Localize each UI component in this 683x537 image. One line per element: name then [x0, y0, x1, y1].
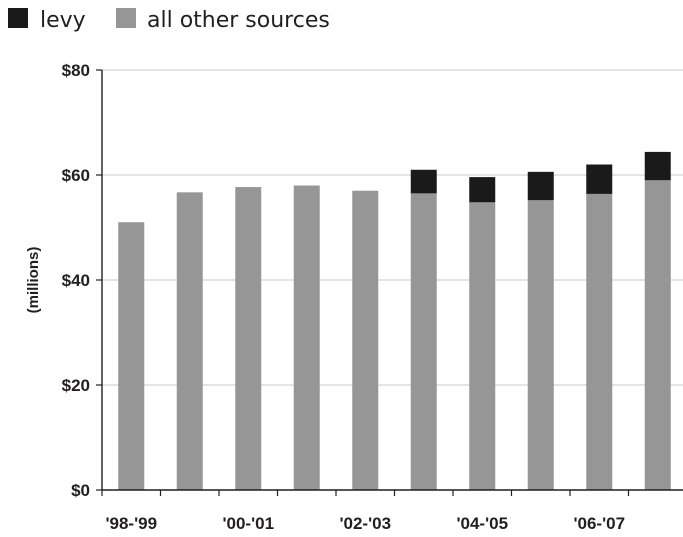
bar-all-other-sources — [118, 222, 145, 490]
x-ticks: '98-'99 '00-'01 '02-'03 '04-'05 '06-'07 — [101, 490, 630, 533]
legend-label-levy: levy — [40, 8, 86, 33]
y-ticks: $0 $20 $40 $60 $80 — [62, 61, 102, 500]
bar-all-other-sources — [586, 193, 613, 490]
bar-all-other-sources — [352, 190, 379, 490]
x-tick-label: '02-'03 — [339, 514, 391, 533]
legend-swatch-all-other-sources — [116, 8, 136, 28]
bar-all-other-sources — [527, 200, 554, 490]
y-tick-label: $60 — [62, 166, 90, 185]
bar-levy — [586, 164, 613, 194]
bar-all-other-sources — [644, 180, 671, 490]
x-tick-label: '04-'05 — [456, 514, 508, 533]
bars — [118, 151, 671, 491]
y-tick-label: $20 — [62, 376, 90, 395]
y-axis-label: (millions) — [25, 247, 42, 314]
bar-all-other-sources — [176, 192, 203, 490]
bar-all-other-sources — [410, 193, 437, 490]
y-tick-label: $80 — [62, 61, 90, 80]
x-tick-label: '06-'07 — [573, 514, 625, 533]
legend-swatch-levy — [8, 8, 28, 28]
bar-all-other-sources — [293, 185, 320, 490]
bar-all-other-sources — [469, 202, 496, 491]
legend: levy all other sources — [8, 8, 330, 33]
bar-levy — [469, 177, 496, 203]
bar-levy — [527, 171, 554, 201]
legend-label-all-other-sources: all other sources — [147, 8, 330, 33]
x-tick-label: '98-'99 — [105, 514, 157, 533]
bar-all-other-sources — [235, 187, 262, 490]
y-tick-label: $40 — [62, 271, 90, 290]
bar-levy — [410, 169, 437, 194]
y-tick-label: $0 — [71, 481, 90, 500]
bar-levy — [644, 151, 671, 181]
x-tick-label: '00-'01 — [222, 514, 274, 533]
